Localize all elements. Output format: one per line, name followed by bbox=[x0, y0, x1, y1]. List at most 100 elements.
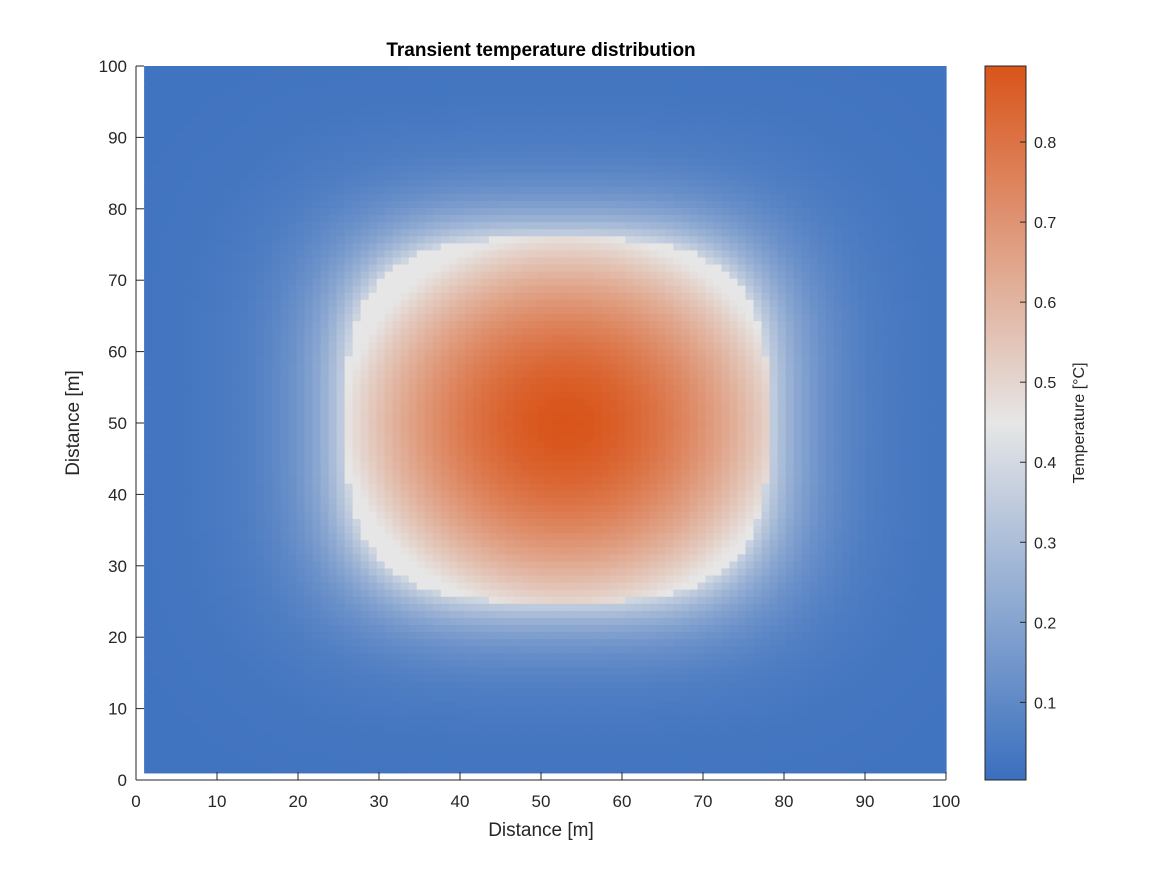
heatmap-cell bbox=[769, 695, 779, 703]
heatmap-cell bbox=[889, 666, 899, 675]
heatmap-cell bbox=[857, 426, 867, 435]
heatmap-cell bbox=[609, 709, 618, 717]
heatmap-cell bbox=[825, 461, 835, 470]
heatmap-cell bbox=[424, 765, 434, 774]
heatmap-cell bbox=[368, 433, 378, 442]
heatmap-cell bbox=[593, 440, 602, 449]
heatmap-cell bbox=[168, 518, 177, 527]
heatmap-cell bbox=[232, 475, 241, 484]
heatmap-cell bbox=[617, 475, 626, 484]
heatmap-cell bbox=[160, 610, 169, 618]
heatmap-cell bbox=[352, 709, 362, 717]
heatmap-cell bbox=[328, 490, 338, 498]
heatmap-cell bbox=[841, 504, 851, 512]
heatmap-cell bbox=[841, 688, 851, 696]
heatmap-cell bbox=[352, 666, 362, 675]
heatmap-cell bbox=[625, 624, 634, 633]
heatmap-cell bbox=[520, 419, 530, 428]
heatmap-cell bbox=[617, 582, 626, 590]
heatmap-cell bbox=[577, 596, 586, 604]
heatmap-cell bbox=[753, 490, 763, 498]
heatmap-cell bbox=[609, 525, 618, 534]
heatmap-cell bbox=[833, 454, 843, 463]
heatmap-cell bbox=[200, 652, 209, 661]
heatmap-cell bbox=[512, 702, 522, 710]
heatmap-cell bbox=[705, 610, 715, 618]
heatmap-cell bbox=[809, 603, 819, 611]
heatmap-cell bbox=[785, 539, 795, 548]
heatmap-cell bbox=[705, 567, 715, 576]
heatmap-cell bbox=[384, 447, 394, 456]
heatmap-cell bbox=[641, 645, 650, 654]
heatmap-cell bbox=[448, 631, 458, 640]
heatmap-cell bbox=[288, 546, 298, 555]
heatmap-cell bbox=[785, 603, 795, 611]
heatmap-cell bbox=[697, 638, 707, 647]
heatmap-cell bbox=[745, 525, 755, 534]
heatmap-cell bbox=[681, 574, 690, 583]
heatmap-cell bbox=[464, 454, 474, 463]
heatmap-cell bbox=[408, 468, 418, 477]
heatmap-cell bbox=[705, 532, 715, 541]
heatmap-cell bbox=[216, 440, 225, 449]
heatmap-cell bbox=[280, 525, 290, 534]
heatmap-cell bbox=[184, 433, 193, 442]
heatmap-cell bbox=[208, 737, 217, 746]
heatmap-cell bbox=[897, 652, 907, 661]
heatmap-cell bbox=[280, 688, 290, 696]
heatmap-cell bbox=[593, 461, 602, 470]
heatmap-cell bbox=[304, 483, 314, 491]
heatmap-cell bbox=[264, 447, 273, 456]
heatmap-cell bbox=[520, 645, 530, 654]
heatmap-cell bbox=[713, 525, 723, 534]
heatmap-cell bbox=[537, 659, 546, 668]
heatmap-cell bbox=[609, 723, 618, 732]
heatmap-cell bbox=[681, 419, 690, 428]
heatmap-cell bbox=[897, 666, 907, 675]
heatmap-cell bbox=[312, 426, 322, 435]
heatmap-cell bbox=[280, 497, 290, 505]
heatmap-cell bbox=[609, 624, 618, 633]
heatmap-cell bbox=[617, 624, 626, 633]
heatmap-cell bbox=[857, 610, 867, 618]
heatmap-cell bbox=[488, 737, 498, 746]
heatmap-cell bbox=[729, 454, 739, 463]
heatmap-cell bbox=[801, 553, 811, 562]
heatmap-cell bbox=[192, 709, 201, 717]
heatmap-cell bbox=[456, 666, 466, 675]
heatmap-cell bbox=[504, 631, 514, 640]
heatmap-cell bbox=[440, 454, 450, 463]
heatmap-cell bbox=[448, 539, 458, 548]
heatmap-cell bbox=[849, 433, 859, 442]
heatmap-cell bbox=[448, 574, 458, 583]
heatmap-cell bbox=[697, 419, 707, 428]
heatmap-cell bbox=[921, 631, 931, 640]
heatmap-cell bbox=[913, 680, 923, 689]
heatmap-cell bbox=[152, 511, 161, 519]
heatmap-cell bbox=[801, 461, 811, 470]
heatmap-cell bbox=[424, 589, 434, 597]
heatmap-cell bbox=[304, 659, 314, 668]
heatmap-cell bbox=[881, 603, 891, 611]
heatmap-cell bbox=[745, 419, 755, 428]
heatmap-cell bbox=[705, 419, 715, 428]
heatmap-cell bbox=[585, 539, 594, 548]
heatmap-cell bbox=[937, 737, 947, 746]
heatmap-cell bbox=[480, 723, 490, 732]
heatmap-cell bbox=[504, 574, 514, 583]
heatmap-cell bbox=[681, 560, 690, 569]
heatmap-cell bbox=[400, 447, 410, 456]
heatmap-cell bbox=[248, 631, 257, 640]
heatmap-cell bbox=[352, 624, 362, 633]
heatmap-cell bbox=[617, 638, 626, 647]
heatmap-cell bbox=[833, 419, 843, 428]
heatmap-cell bbox=[392, 567, 402, 576]
heatmap-cell bbox=[745, 737, 755, 746]
heatmap-cell bbox=[745, 709, 755, 717]
heatmap-cell bbox=[865, 737, 875, 746]
heatmap-cell bbox=[144, 624, 153, 633]
heatmap-cell bbox=[657, 610, 666, 618]
heatmap-cell bbox=[553, 511, 562, 519]
heatmap-cell bbox=[312, 603, 322, 611]
heatmap-cell bbox=[208, 532, 217, 541]
